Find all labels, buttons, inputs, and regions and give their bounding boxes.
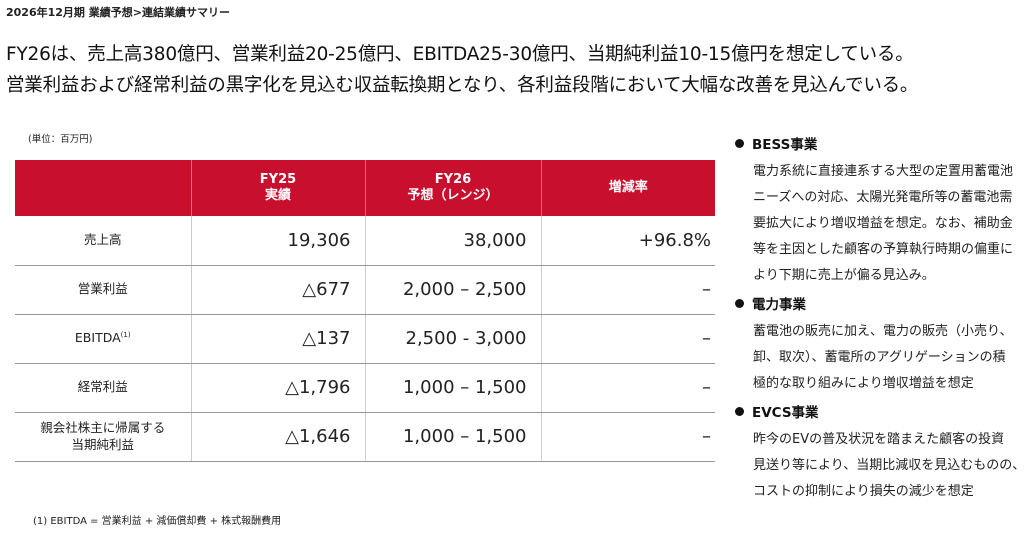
fy26-value: 38,000: [365, 216, 542, 266]
change-rate: –: [541, 265, 715, 315]
row-label: 経常利益: [15, 363, 192, 413]
change-rate: –: [541, 363, 715, 413]
header-fy26: FY26 予想（レンジ）: [365, 160, 542, 216]
fy26-value: 1,000 – 1,500: [365, 363, 542, 413]
table-header-row: FY25 実績 FY26 予想（レンジ） 増減率: [15, 160, 715, 216]
header-change-rate: 増減率: [541, 160, 715, 216]
segment-title-evcs: EVCS事業: [735, 401, 1020, 421]
header-fy25: FY25 実績: [191, 160, 366, 216]
headline-line-2: 営業利益および経常利益の黒字化を見込む収益転換期となり、各利益段階において大幅な…: [6, 75, 919, 96]
row-label: 営業利益: [15, 265, 192, 315]
row-label: 親会社株主に帰属する 当期純利益: [15, 412, 192, 462]
fy25-value: 19,306: [191, 216, 366, 266]
fy25-value: △677: [191, 265, 366, 315]
table-row: 売上高 19,306 38,000 +96.8%: [15, 216, 715, 266]
change-rate: –: [541, 314, 715, 364]
footnote-marker: (1): [120, 331, 131, 340]
bullet-icon: [735, 298, 744, 308]
headline-line-1: FY26は、売上高380億円、営業利益20-25億円、EBITDA25-30億円…: [6, 44, 914, 65]
fy25-value: △137: [191, 314, 366, 364]
fy26-value: 2,000 – 2,500: [365, 265, 542, 315]
bullet-icon: [735, 138, 744, 148]
fy26-value: 2,500 - 3,000: [365, 314, 542, 364]
row-label: EBITDA(1): [15, 314, 192, 364]
change-rate: –: [541, 412, 715, 462]
table-row: 親会社株主に帰属する 当期純利益 △1,646 1,000 – 1,500 –: [15, 412, 715, 462]
segment-commentary: BESS事業 電力系統に直接連系する大型の定置用蓄電池 ニーズへの対応、太陽光発…: [735, 133, 1024, 509]
segment-title-bess: BESS事業: [735, 133, 1020, 153]
unit-note: (単位：百万円): [28, 134, 93, 145]
table-row: EBITDA(1) △137 2,500 - 3,000 –: [15, 314, 715, 364]
segment-title-power: 電力事業: [735, 293, 1020, 313]
table-row: 経常利益 △1,796 1,000 – 1,500 –: [15, 363, 715, 413]
row-label: 売上高: [15, 216, 192, 266]
segment-body-bess: 電力系統に直接連系する大型の定置用蓄電池 ニーズへの対応、太陽光発電所等の蓄電池…: [753, 164, 1014, 283]
fy25-value: △1,796: [191, 363, 366, 413]
segment-body-power: 蓄電池の販売に加え、電力の販売（小売り、 卸、取次）、蓄電所のアグリゲーションの…: [753, 324, 1013, 391]
earnings-summary-table: FY25 実績 FY26 予想（レンジ） 増減率 売上高 19,306 38,000…: [15, 160, 715, 462]
fy25-value: △1,646: [191, 412, 366, 462]
header-item: [15, 160, 192, 216]
breadcrumb: 2026年12月期 業績予想>連結業績サマリー: [6, 6, 230, 19]
segment-body-evcs: 昨今のEVの普及状況を踏まえた顧客の投資 見送り等により、当期比減収を見込むもの…: [753, 432, 1024, 499]
table-row: 営業利益 △677 2,000 – 2,500 –: [15, 265, 715, 315]
change-rate: +96.8%: [541, 216, 715, 266]
fy26-value: 1,000 – 1,500: [365, 412, 542, 462]
bullet-icon: [735, 406, 744, 416]
footnote: (1) EBITDA = 営業利益 + 減価償却費 + 株式報酬費用: [33, 516, 282, 527]
